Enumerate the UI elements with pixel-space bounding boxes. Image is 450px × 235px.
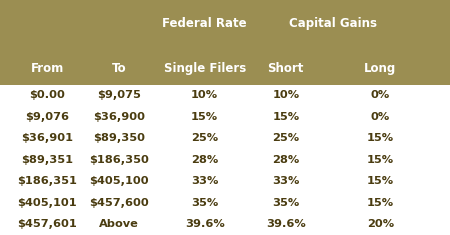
Text: Federal Rate: Federal Rate	[162, 17, 247, 30]
FancyBboxPatch shape	[0, 0, 450, 52]
Text: 28%: 28%	[272, 155, 299, 165]
Text: $0.00: $0.00	[29, 90, 65, 100]
Text: $36,900: $36,900	[93, 112, 145, 122]
Text: 15%: 15%	[272, 112, 299, 122]
Text: $457,600: $457,600	[90, 198, 149, 208]
Text: $9,076: $9,076	[25, 112, 69, 122]
Text: 35%: 35%	[191, 198, 218, 208]
Text: 33%: 33%	[272, 176, 299, 186]
Text: 15%: 15%	[367, 133, 394, 143]
Text: 25%: 25%	[272, 133, 299, 143]
Text: 35%: 35%	[272, 198, 299, 208]
Text: $186,350: $186,350	[89, 155, 149, 165]
Text: 15%: 15%	[367, 176, 394, 186]
Text: 15%: 15%	[367, 198, 394, 208]
Text: 20%: 20%	[367, 219, 394, 229]
FancyBboxPatch shape	[0, 85, 450, 235]
Text: 39.6%: 39.6%	[266, 219, 306, 229]
Text: Single Filers: Single Filers	[164, 62, 246, 75]
Text: $36,901: $36,901	[21, 133, 73, 143]
Text: Short: Short	[268, 62, 304, 75]
Text: 33%: 33%	[191, 176, 218, 186]
Text: From: From	[31, 62, 64, 75]
Text: $457,601: $457,601	[18, 219, 77, 229]
Text: To: To	[112, 62, 126, 75]
Text: $89,351: $89,351	[21, 155, 73, 165]
Text: 15%: 15%	[191, 112, 218, 122]
Text: 0%: 0%	[371, 112, 390, 122]
FancyBboxPatch shape	[0, 52, 450, 85]
Text: 39.6%: 39.6%	[185, 219, 225, 229]
Text: $405,101: $405,101	[18, 198, 77, 208]
Text: Above: Above	[99, 219, 139, 229]
Text: 25%: 25%	[191, 133, 218, 143]
Text: 0%: 0%	[371, 90, 390, 100]
Text: 10%: 10%	[191, 90, 218, 100]
Text: Long: Long	[364, 62, 396, 75]
Text: $405,100: $405,100	[90, 176, 149, 186]
Text: $186,351: $186,351	[17, 176, 77, 186]
Text: $89,350: $89,350	[93, 133, 145, 143]
Text: 10%: 10%	[272, 90, 299, 100]
Text: $9,075: $9,075	[97, 90, 141, 100]
Text: Capital Gains: Capital Gains	[289, 17, 377, 30]
Text: 15%: 15%	[367, 155, 394, 165]
Text: 28%: 28%	[191, 155, 218, 165]
